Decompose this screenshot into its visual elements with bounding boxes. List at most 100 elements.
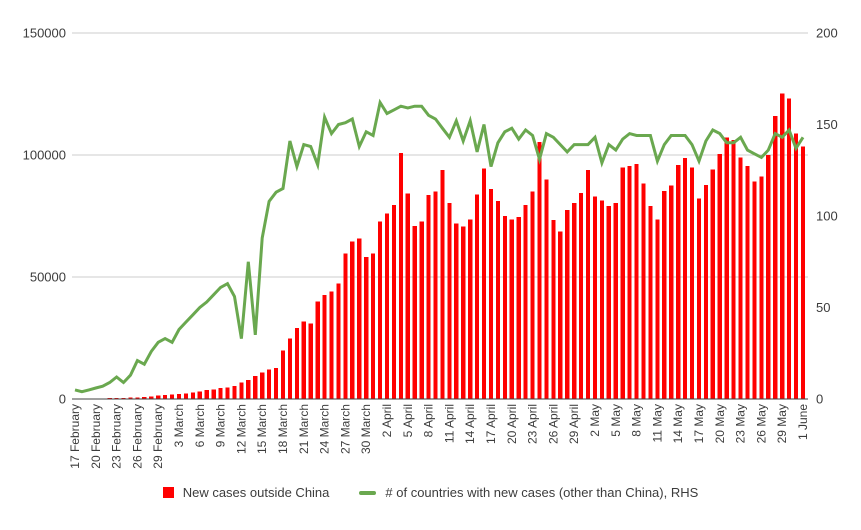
x-axis-tick-label: 20 April [505,404,519,444]
x-axis-tick-label: 23 April [526,404,540,444]
x-axis-tick-label: 21 March [297,404,311,454]
bar [190,392,195,399]
bar [218,388,223,399]
countries-line [74,98,805,394]
bar [315,301,320,399]
bar [710,169,715,399]
legend-item-countries[interactable]: # of countries with new cases (other tha… [359,485,698,500]
right-axis-tick-label: 0 [816,392,823,407]
bar [135,397,140,399]
bar [121,397,126,399]
x-axis-tick-label: 5 April [401,404,415,437]
bar [655,219,660,399]
bar [613,202,618,399]
bar [696,198,702,399]
bar [377,221,383,399]
bar [461,226,466,399]
bar [676,164,681,399]
bar [253,376,258,399]
x-axis-tick-label: 14 May [671,404,685,443]
bar [364,256,369,399]
bar [787,98,792,399]
legend-swatch-new-cases [162,487,174,498]
bar [426,194,431,399]
bar [468,219,473,399]
x-axis-tick-label: 6 March [193,404,207,447]
bar [149,396,154,399]
x-axis-tick-label: 23 February [110,404,124,469]
bar [287,338,293,399]
bar [357,238,362,399]
bar [225,387,230,399]
x-axis-tick-label: 30 March [359,404,373,454]
bar [759,176,764,399]
bar [211,389,216,399]
x-axis-tick-label: 12 March [234,404,248,454]
bar [669,185,674,399]
bar [447,202,452,399]
bar [551,220,556,399]
bar [565,210,570,399]
bar [475,194,480,399]
x-axis-tick-label: 5 May [609,404,623,437]
x-axis-tick-label: 20 May [713,404,727,443]
bar [683,157,688,399]
bar [523,205,528,399]
x-axis-tick-label: 26 April [546,404,560,444]
bar [780,93,785,400]
bar [689,167,695,399]
bar [294,328,299,399]
bar [537,141,542,399]
bar [169,394,175,399]
legend: New cases outside China # of countries w… [0,485,861,500]
legend-item-new-cases[interactable]: New cases outside China [162,485,329,500]
x-axis-tick-label: 11 April [442,404,456,443]
bar [433,191,438,399]
x-axis-tick-label: 8 May [630,404,644,437]
x-axis-tick-label: 23 May [734,404,748,443]
bar [502,215,507,399]
bar [301,321,306,399]
x-axis-tick-label: 15 March [255,404,269,454]
bar [585,170,591,399]
x-axis-tick-label: 26 February [130,404,144,469]
x-axis-tick-label: 18 March [276,404,290,454]
bar [419,221,424,399]
bar [412,226,417,399]
bar [662,191,667,399]
x-axis-tick-label: 24 March [318,404,332,454]
bar [544,179,549,399]
left-axis-tick-label: 50000 [30,270,66,285]
bar [142,396,147,399]
x-axis-tick-label: 29 February [151,404,165,469]
x-axis-tick-label: 9 March [214,404,228,447]
x-axis-tick-label: 3 March [172,404,186,447]
bar [454,223,459,399]
bar [343,253,348,399]
bar [800,146,806,399]
bar [197,391,202,399]
bar [752,181,757,399]
x-axis-tick-label: 17 February [68,404,82,469]
left-axis-tick-label: 150000 [23,26,66,41]
bar [495,201,501,399]
bar [405,193,410,399]
bar [239,382,244,399]
bar [745,165,750,399]
x-axis-tick-label: 8 April [422,404,436,437]
x-axis-tick-label: 2 May [588,404,602,437]
x-axis-tick-label: 26 May [754,404,768,443]
bar [717,154,722,399]
bar [731,140,736,399]
bar [280,350,286,399]
bar [232,386,237,399]
x-axis-labels: 17 February 20 February 23 February 26 Febr… [68,404,810,469]
bar [350,241,355,399]
bar [163,394,168,399]
bar [384,213,390,399]
right-axis-tick-label: 200 [816,26,838,41]
bar [620,167,625,399]
legend-label-countries: # of countries with new cases (other tha… [385,485,699,500]
bar [260,372,265,399]
bar [509,219,514,399]
